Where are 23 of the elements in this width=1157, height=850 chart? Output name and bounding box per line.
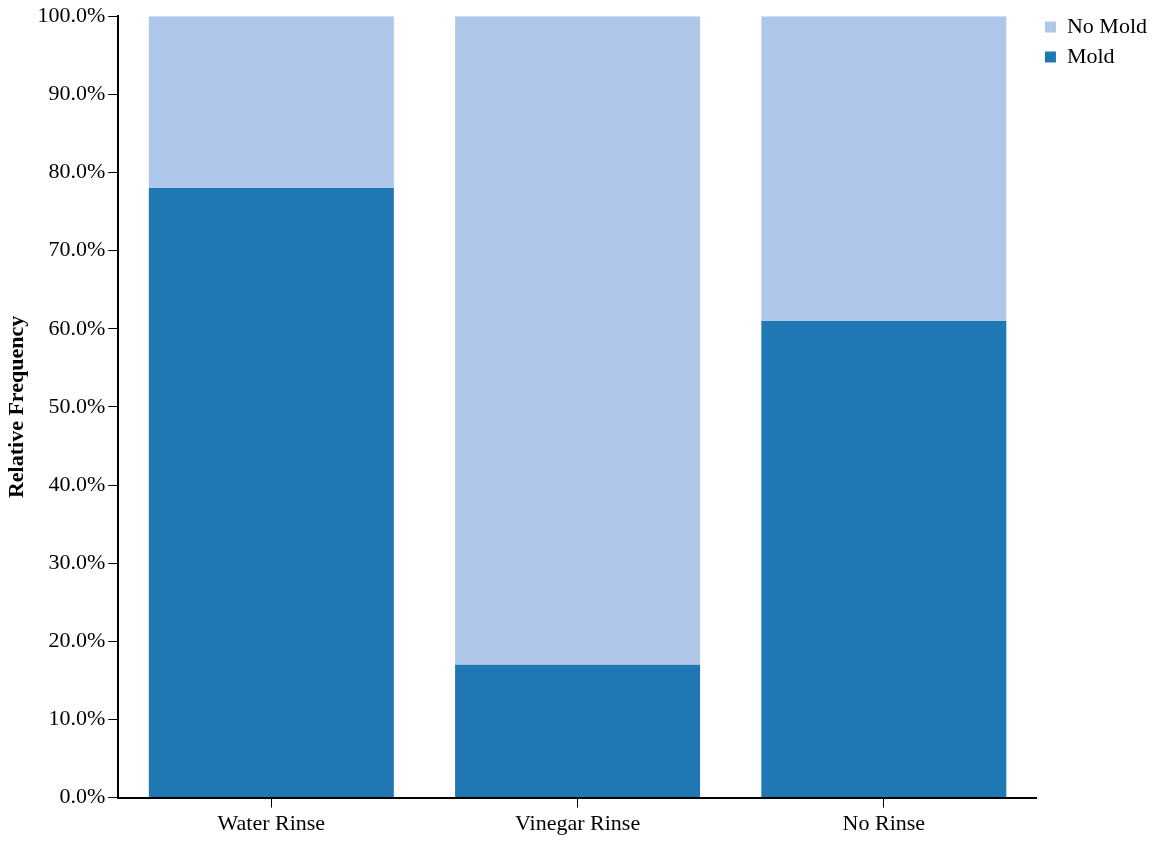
y-tick-label: 50.0% [48,392,106,418]
bar [148,188,394,798]
bar [761,16,1007,321]
y-tick-label: 60.0% [48,314,106,340]
bar [148,16,394,189]
y-tick-label: 0.0% [59,783,106,809]
bar [455,664,701,798]
bar [761,320,1007,798]
bar [455,16,701,665]
y-tick-label: 40.0% [48,470,106,496]
y-tick-label: 80.0% [48,158,106,184]
y-tick-label: 100.0% [37,1,106,27]
x-tick-label: No Rinse [842,809,926,835]
y-tick-label: 90.0% [48,80,106,106]
x-tick-label: Water Rinse [217,809,326,835]
y-tick-label: 70.0% [48,236,106,262]
y-tick-label: 10.0% [48,705,106,731]
y-tick-label: 20.0% [48,627,106,653]
legend-label: Mold [1066,42,1115,68]
y-tick-label: 30.0% [48,548,106,574]
legend-label: No Mold [1066,12,1147,38]
y-axis-title: Relative Frequency [2,315,28,499]
x-tick-label: Vinegar Rinse [515,809,641,835]
